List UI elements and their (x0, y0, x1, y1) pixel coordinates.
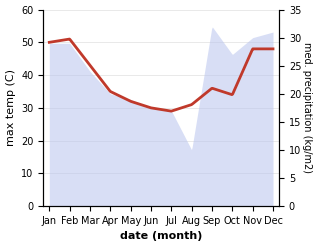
X-axis label: date (month): date (month) (120, 231, 202, 242)
Y-axis label: max temp (C): max temp (C) (5, 69, 16, 146)
Y-axis label: med. precipitation (kg/m2): med. precipitation (kg/m2) (302, 42, 313, 173)
